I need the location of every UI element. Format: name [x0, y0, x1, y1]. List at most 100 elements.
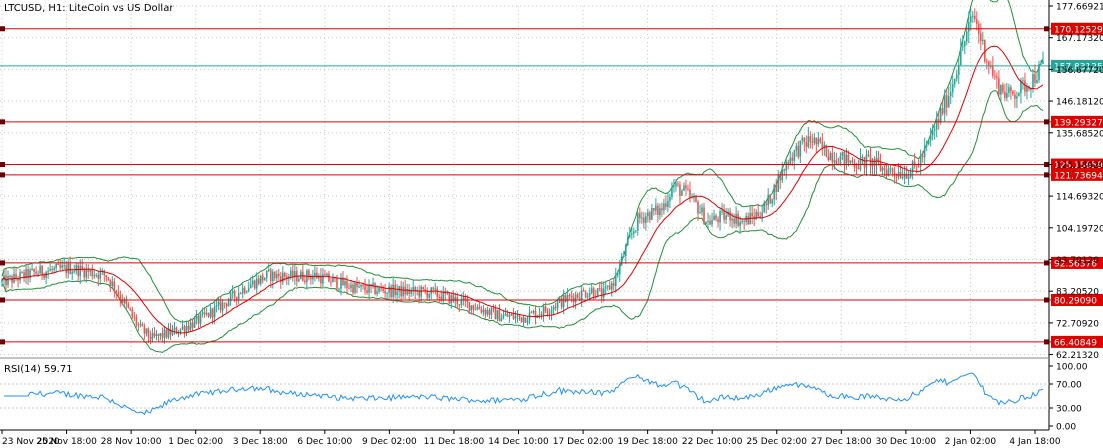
time-tick-label: 11 Dec 18:00 [424, 437, 485, 447]
level-handle-right[interactable] [1044, 26, 1049, 32]
candle-body [1018, 93, 1020, 97]
candle-body [982, 39, 984, 41]
candle-body [75, 265, 78, 272]
candle-body [267, 269, 270, 271]
candle-body [217, 301, 220, 306]
candle-body [859, 157, 862, 170]
candle-body [17, 278, 19, 281]
level-handle-left[interactable] [0, 297, 5, 303]
candle-body [651, 207, 653, 220]
candle-body [35, 271, 37, 274]
level-label-box [1051, 115, 1103, 128]
candle-body [663, 203, 665, 211]
candle-body [193, 319, 196, 328]
candle-body [967, 22, 970, 32]
candle-body [931, 130, 934, 136]
level-handle-right[interactable] [1044, 339, 1049, 345]
candle-body [498, 310, 501, 322]
candle-body [1006, 92, 1008, 98]
candle-body [829, 152, 832, 161]
candle-body [733, 218, 735, 224]
horizontal-levels[interactable]: 170.12529 157.83125 139.29327 125.15659121.… [0, 22, 1103, 349]
candle-body [261, 275, 264, 281]
candle-body [376, 291, 378, 294]
level-label: 121.73694 [1054, 171, 1103, 181]
price-tick-label: 104.19720 [1056, 224, 1103, 234]
candle-body [871, 158, 874, 167]
level-handle-right[interactable] [1044, 297, 1049, 303]
rsi-tick-label: 30.00 [1056, 405, 1082, 415]
candle-body [891, 168, 894, 173]
candle-body [701, 207, 703, 213]
candle-body [338, 288, 340, 290]
candle-body [1040, 63, 1042, 65]
candle-body [667, 200, 669, 208]
candle-body [683, 185, 685, 191]
level-label: 170.12529 [1054, 25, 1103, 35]
level-handle-left[interactable] [0, 260, 5, 266]
candle-body [655, 205, 657, 211]
level-handle-right[interactable] [1044, 119, 1049, 125]
candle-body [418, 290, 420, 297]
candle-body [751, 212, 753, 217]
candle-body [49, 269, 51, 272]
candle-body [330, 281, 332, 283]
candle-body [91, 269, 94, 277]
candle-body [739, 221, 741, 226]
level-handle-left[interactable] [0, 26, 5, 32]
candle-body [546, 311, 549, 314]
candle-body [627, 237, 629, 246]
candle-body [988, 61, 990, 67]
level-handle-right[interactable] [1044, 172, 1049, 178]
candle-body [957, 64, 960, 75]
candle-body [129, 307, 132, 310]
candle-body [612, 283, 615, 286]
candle-body [105, 275, 108, 278]
candle-body [889, 168, 892, 170]
candle-body [292, 270, 294, 278]
candle-body [139, 323, 142, 325]
candle-body [221, 302, 224, 311]
time-tick-label: 14 Dec 10:00 [488, 437, 549, 447]
candle-body [450, 295, 453, 304]
candle-body [488, 310, 491, 315]
level-handle-left[interactable] [0, 162, 5, 168]
candle-body [815, 137, 818, 145]
level-handle-right[interactable] [1044, 260, 1049, 266]
candle-body [432, 287, 435, 290]
candle-body [671, 187, 673, 197]
level-handle-right[interactable] [1044, 162, 1049, 168]
candle-body [131, 309, 134, 317]
candle-body [637, 213, 639, 231]
candle-body [271, 271, 274, 282]
level-handle-left[interactable] [0, 172, 5, 178]
candle-body [629, 234, 631, 238]
time-tick-label: 27 Dec 18:00 [811, 437, 872, 447]
candle-body [863, 157, 866, 168]
level-handle-left[interactable] [0, 339, 5, 345]
level-handle-left[interactable] [0, 119, 5, 125]
price-axis: 177.66921 167.17320 156.67720 146.18120 135.… [1048, 0, 1103, 430]
candle-body [53, 268, 55, 270]
candle-body [211, 308, 214, 318]
candle-body [1000, 85, 1002, 95]
candle-body [400, 285, 402, 297]
candle-body [685, 185, 687, 189]
candle-body [689, 189, 691, 198]
candle-body [147, 328, 150, 337]
candle-body [639, 213, 641, 219]
candle-body [155, 334, 158, 337]
candle-body [959, 47, 962, 65]
candle-body [550, 309, 553, 314]
candle-body [257, 278, 260, 284]
candle-body [269, 269, 272, 282]
candle-body [153, 333, 156, 337]
candle-body [203, 312, 206, 315]
candle-body [233, 290, 236, 297]
candle-body [326, 273, 328, 276]
candle-body [705, 221, 707, 225]
candle-body [344, 281, 346, 286]
candle-body [761, 212, 763, 218]
candle-body [69, 263, 71, 274]
